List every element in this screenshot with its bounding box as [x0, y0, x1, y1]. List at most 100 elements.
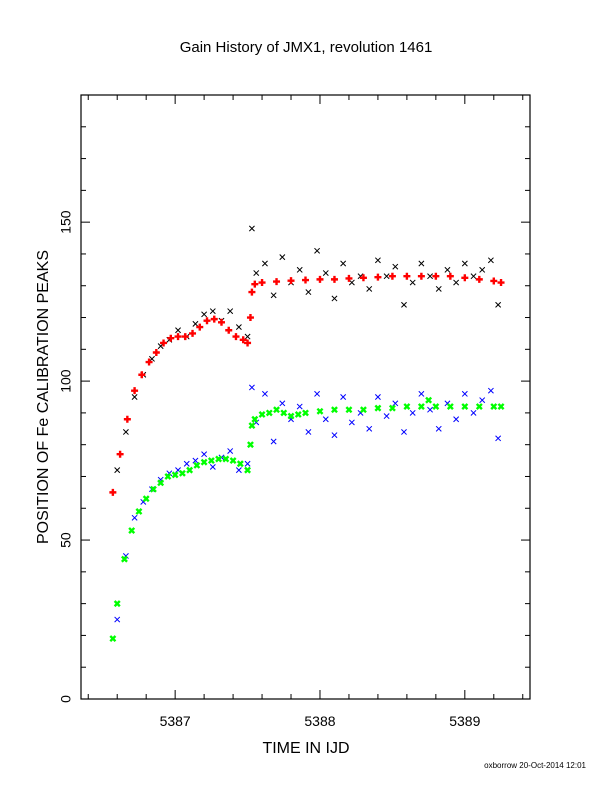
- point-fit-peak-2: [215, 455, 223, 463]
- x-axis-label: TIME IN IJD: [262, 740, 349, 757]
- x-tick-label: 5388: [304, 713, 335, 729]
- point-raw-peak-2: [331, 432, 338, 439]
- point-raw-peak-1: [261, 260, 268, 267]
- point-raw-peak-2: [401, 429, 407, 435]
- point-raw-peak-2: [244, 460, 251, 467]
- point-fit-peak-1: [417, 272, 425, 280]
- series-raw-peak-1: [114, 225, 502, 474]
- point-fit-peak-1: [302, 276, 309, 284]
- point-fit-peak-2: [171, 471, 179, 479]
- point-raw-peak-1: [114, 467, 121, 474]
- point-fit-peak-2: [475, 403, 483, 410]
- point-fit-peak-1: [123, 415, 131, 423]
- point-fit-peak-1: [210, 315, 218, 323]
- point-fit-peak-1: [258, 279, 266, 287]
- point-fit-peak-2: [193, 461, 201, 469]
- point-fit-peak-1: [152, 348, 160, 356]
- point-raw-peak-2: [418, 390, 425, 397]
- point-fit-peak-2: [403, 403, 411, 410]
- point-raw-peak-2: [261, 390, 268, 397]
- point-fit-peak-1: [181, 333, 189, 341]
- point-raw-peak-1: [383, 273, 390, 280]
- point-raw-peak-1: [322, 270, 329, 276]
- point-raw-peak-1: [253, 270, 260, 276]
- data-marks: [109, 225, 505, 643]
- point-fit-peak-2: [280, 409, 288, 417]
- point-raw-peak-1: [401, 301, 407, 308]
- point-fit-peak-1: [403, 272, 411, 280]
- point-fit-peak-1: [446, 272, 454, 280]
- point-raw-peak-1: [427, 273, 434, 280]
- point-fit-peak-1: [116, 450, 124, 458]
- point-fit-peak-2: [273, 406, 280, 414]
- point-fit-peak-2: [417, 403, 425, 410]
- point-fit-peak-1: [461, 274, 469, 282]
- point-fit-peak-1: [217, 318, 225, 326]
- point-fit-peak-2: [331, 406, 338, 414]
- x-tick-labels: 5387 5388 5389: [160, 713, 481, 729]
- point-raw-peak-1: [296, 266, 303, 273]
- point-raw-peak-2: [227, 448, 234, 454]
- point-fit-peak-2: [178, 469, 186, 477]
- point-fit-peak-1: [196, 323, 204, 331]
- point-fit-peak-2: [244, 466, 252, 474]
- point-raw-peak-1: [192, 320, 199, 327]
- point-fit-peak-2: [186, 466, 194, 474]
- point-fit-peak-1: [246, 314, 254, 322]
- point-raw-peak-1: [235, 324, 242, 331]
- point-raw-peak-1: [227, 308, 234, 315]
- point-fit-peak-1: [345, 274, 353, 282]
- point-raw-peak-2: [235, 467, 242, 474]
- x-tick-label: 5389: [449, 713, 480, 729]
- point-fit-peak-2: [248, 422, 256, 430]
- point-raw-peak-1: [340, 260, 347, 267]
- point-fit-peak-1: [189, 329, 197, 337]
- point-raw-peak-1: [495, 301, 502, 308]
- point-fit-peak-2: [265, 409, 273, 417]
- point-raw-peak-1: [279, 254, 286, 261]
- point-fit-peak-1: [475, 275, 483, 283]
- point-fit-peak-2: [251, 415, 259, 423]
- point-fit-peak-1: [251, 280, 259, 288]
- y-tick-label: 0: [58, 695, 74, 703]
- point-fit-peak-2: [222, 455, 230, 463]
- point-raw-peak-1: [209, 308, 216, 315]
- point-fit-peak-1: [388, 272, 396, 280]
- point-raw-peak-1: [435, 285, 442, 292]
- point-fit-peak-1: [232, 333, 240, 341]
- point-fit-peak-2: [425, 396, 433, 404]
- point-fit-peak-1: [203, 317, 211, 325]
- point-raw-peak-1: [470, 273, 477, 280]
- point-fit-peak-2: [287, 412, 295, 420]
- point-fit-peak-1: [490, 277, 498, 285]
- point-raw-peak-2: [453, 416, 460, 423]
- point-raw-peak-2: [279, 400, 286, 407]
- point-raw-peak-2: [192, 457, 199, 464]
- point-raw-peak-1: [305, 289, 312, 296]
- point-fit-peak-1: [359, 274, 367, 282]
- point-raw-peak-1: [487, 257, 494, 264]
- point-fit-peak-2: [164, 473, 172, 480]
- point-fit-peak-2: [497, 403, 505, 410]
- point-fit-peak-1: [138, 371, 146, 379]
- point-raw-peak-2: [131, 514, 138, 521]
- point-fit-peak-1: [145, 358, 153, 366]
- point-raw-peak-2: [209, 463, 216, 470]
- point-raw-peak-2: [479, 397, 486, 404]
- point-fit-peak-2: [432, 403, 440, 410]
- point-fit-peak-2: [157, 479, 165, 487]
- point-fit-peak-1: [248, 288, 256, 296]
- point-raw-peak-2: [366, 425, 373, 432]
- point-fit-peak-2: [490, 403, 498, 410]
- point-raw-peak-1: [444, 266, 451, 273]
- point-fit-peak-2: [247, 441, 254, 449]
- point-fit-peak-2: [345, 406, 353, 414]
- point-fit-peak-2: [200, 458, 208, 466]
- point-fit-peak-2: [121, 555, 128, 563]
- point-fit-peak-2: [294, 411, 302, 418]
- series-raw-peak-2: [114, 384, 502, 623]
- y-tick-label: 150: [58, 210, 74, 234]
- point-raw-peak-1: [479, 266, 486, 273]
- point-fit-peak-1: [109, 488, 117, 496]
